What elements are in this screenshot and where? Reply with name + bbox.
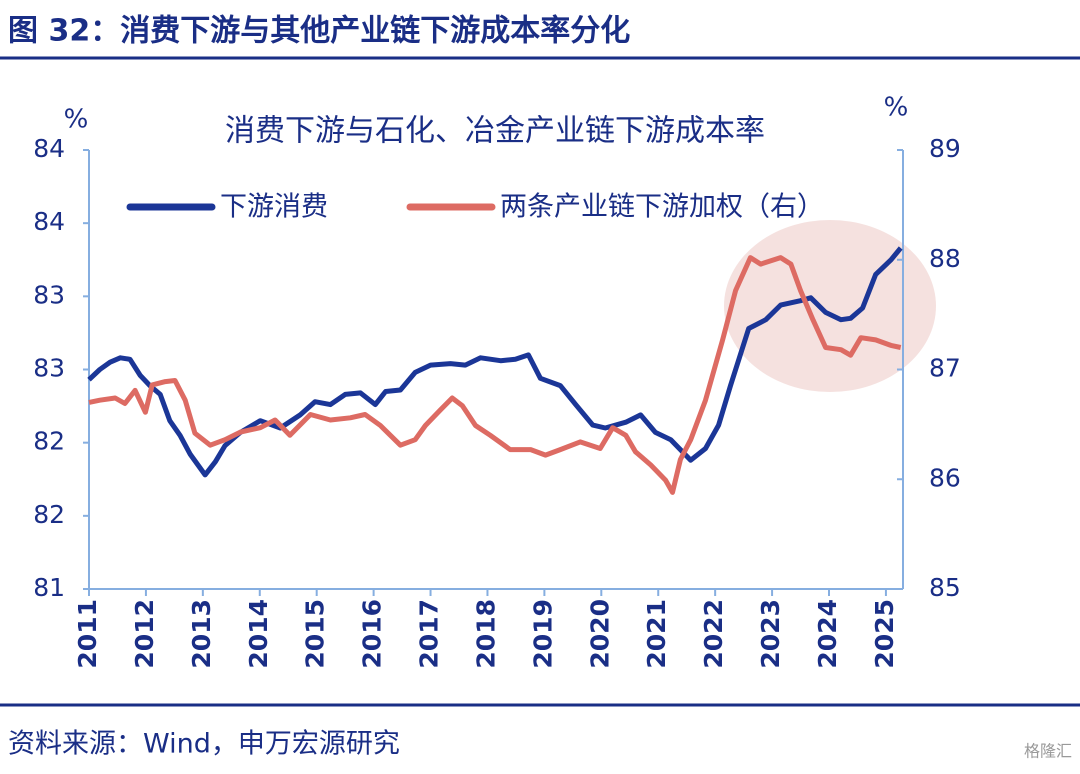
y2-tick-label: 87 xyxy=(929,354,961,383)
x-tick-label: 2022 xyxy=(699,599,728,669)
x-tick-label: 2015 xyxy=(301,599,330,669)
y-tick-label: 83 xyxy=(33,354,65,383)
y2-tick-label: 86 xyxy=(929,463,961,492)
x-tick-label: 2013 xyxy=(187,599,216,669)
x-tick-label: 2017 xyxy=(415,599,444,669)
legend-label: 两条产业链下游加权（右） xyxy=(500,192,824,223)
y-tick-label: 82 xyxy=(33,500,65,529)
x-tick-label: 2024 xyxy=(813,599,842,669)
watermark: 格隆汇 xyxy=(1024,742,1072,761)
x-tick-label: 2016 xyxy=(358,599,387,669)
source: 资料来源：Wind，申万宏源研究 xyxy=(8,729,400,760)
chart: 81 82 82 83 83 84 84 85 86 87 88 89 2011 2012 2013 2014… xyxy=(33,134,961,669)
y2-tick-label: 88 xyxy=(929,244,961,273)
x-tick-label: 2018 xyxy=(471,599,500,669)
x-tick-label: 2023 xyxy=(756,599,785,669)
x-tick-label: 2014 xyxy=(244,599,273,669)
y-tick-label: 82 xyxy=(33,427,65,456)
series-line xyxy=(87,246,903,478)
y2-tick-label: 85 xyxy=(929,573,961,602)
y-tick-label: 84 xyxy=(33,207,65,236)
highlight-circle xyxy=(724,220,936,392)
y2-tick-label: 89 xyxy=(929,134,961,163)
header-title: 图 32：消费下游与其他产业链下游成本率分化 xyxy=(8,14,630,49)
x-tick-label: 2012 xyxy=(130,599,159,669)
y-tick-label: 81 xyxy=(33,573,65,602)
x-tick-label: 2019 xyxy=(528,599,557,669)
series-line xyxy=(88,255,902,495)
y-tick-label: 84 xyxy=(33,134,65,163)
y-unit: % xyxy=(64,105,89,135)
chart-title: 消费下游与石化、冶金产业链下游成本率 xyxy=(225,114,765,149)
x-tick-label: 2025 xyxy=(870,599,899,669)
y-tick-label: 83 xyxy=(33,280,65,309)
x-tick-label: 2021 xyxy=(642,599,671,669)
x-tick-label: 2020 xyxy=(585,599,614,669)
legend-label: 下游消费 xyxy=(220,192,328,223)
x-tick-label: 2011 xyxy=(73,599,102,669)
y2-unit: % xyxy=(884,93,909,123)
